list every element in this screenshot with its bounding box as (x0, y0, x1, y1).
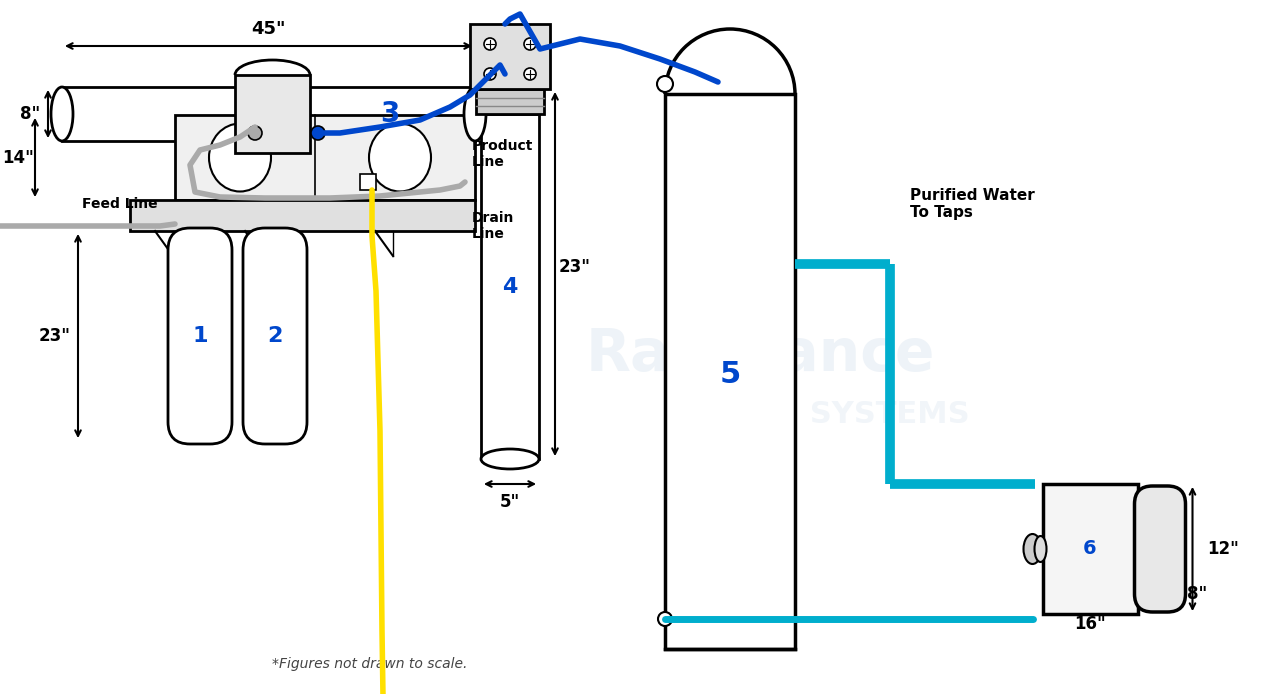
Ellipse shape (1035, 536, 1046, 562)
Bar (1042, 484, 1137, 614)
Text: 1: 1 (192, 326, 208, 346)
Bar (470, 24, 550, 89)
Text: 14": 14" (3, 149, 33, 167)
Text: 6: 6 (1083, 539, 1097, 559)
Text: WATER  SYSTEMS: WATER SYSTEMS (670, 400, 969, 428)
Circle shape (485, 38, 496, 50)
Bar (481, 114, 538, 459)
FancyBboxPatch shape (168, 228, 232, 444)
Text: Product
Line: Product Line (472, 139, 533, 169)
Text: Feed Line: Feed Line (82, 197, 158, 211)
Text: 8": 8" (1187, 585, 1208, 603)
Text: 23": 23" (559, 257, 591, 276)
Bar (476, 89, 544, 114)
Bar (235, 75, 310, 153)
Text: 12": 12" (1208, 540, 1240, 558)
Text: 3: 3 (381, 100, 400, 128)
Ellipse shape (481, 449, 538, 469)
Bar (62, 87, 476, 141)
Circle shape (524, 38, 536, 50)
Bar (360, 174, 376, 190)
Bar (129, 200, 476, 231)
FancyBboxPatch shape (1135, 486, 1186, 612)
Text: 2: 2 (268, 326, 283, 346)
Ellipse shape (1023, 534, 1041, 564)
Circle shape (656, 76, 673, 92)
Circle shape (247, 126, 262, 140)
Circle shape (485, 68, 496, 80)
Text: 23": 23" (38, 327, 71, 345)
Text: 45": 45" (251, 20, 286, 38)
Ellipse shape (51, 87, 73, 141)
Text: 16": 16" (1074, 615, 1106, 633)
Text: *Figures not drawn to scale.: *Figures not drawn to scale. (272, 657, 468, 671)
FancyBboxPatch shape (244, 228, 306, 444)
Ellipse shape (464, 87, 486, 141)
Text: RainDance: RainDance (586, 325, 935, 382)
Text: 4: 4 (503, 276, 518, 296)
Ellipse shape (209, 124, 271, 192)
Text: Drain
Line: Drain Line (472, 211, 514, 241)
Bar (665, 94, 795, 649)
Text: 5": 5" (500, 493, 520, 511)
Ellipse shape (369, 124, 431, 192)
Circle shape (312, 126, 326, 140)
Circle shape (524, 68, 536, 80)
Circle shape (658, 612, 672, 626)
Text: Purified Water
To Taps: Purified Water To Taps (910, 188, 1035, 220)
Bar (176, 115, 476, 200)
Text: 5: 5 (719, 359, 741, 389)
Text: 8": 8" (21, 105, 40, 123)
